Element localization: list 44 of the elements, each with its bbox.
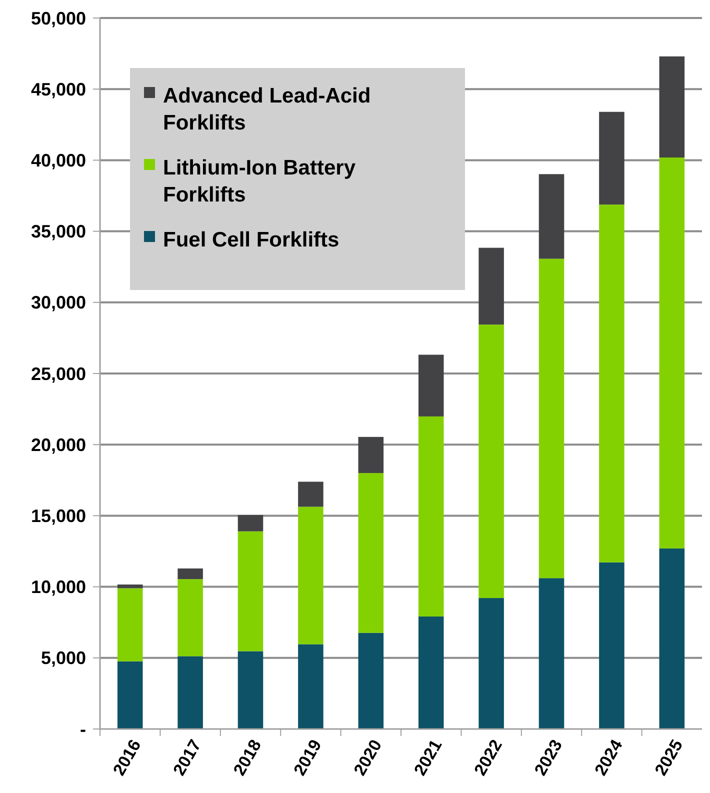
bar	[659, 548, 685, 729]
legend-label: Lithium-Ion Battery Forklifts	[163, 156, 356, 207]
y-tick-label: 25,000	[30, 364, 86, 384]
bar	[298, 644, 324, 729]
bar	[659, 158, 685, 548]
bar	[298, 482, 324, 507]
bar	[599, 112, 624, 205]
bar	[178, 656, 203, 729]
y-tick-label: 10,000	[30, 577, 86, 598]
bar	[418, 354, 444, 416]
bar	[478, 248, 504, 325]
bar	[538, 174, 564, 259]
bar	[358, 473, 384, 633]
bar	[418, 416, 444, 617]
bar	[538, 578, 564, 729]
bar	[238, 514, 264, 532]
bar	[478, 324, 504, 598]
y-tick-label: 40,000	[30, 150, 86, 170]
y-tick-label: 45,000	[30, 79, 86, 100]
bar	[478, 598, 504, 729]
bar	[358, 436, 384, 474]
y-tick-label: -	[80, 719, 86, 740]
bar	[599, 562, 624, 729]
y-tick-label: 15,000	[30, 506, 86, 526]
bar	[238, 651, 264, 729]
bar	[599, 204, 624, 562]
y-tick-label: 50,000	[30, 8, 86, 28]
bar	[659, 56, 685, 158]
bar	[298, 506, 324, 644]
y-tick-label: 30,000	[30, 292, 86, 313]
y-tick-label: 5,000	[40, 648, 86, 668]
bar	[418, 616, 444, 729]
bar	[117, 588, 143, 662]
bar	[117, 661, 143, 729]
bar	[238, 531, 264, 652]
bar	[358, 632, 384, 729]
legend-label: Fuel Cell Forklifts	[163, 228, 340, 252]
y-tick-label: 35,000	[30, 222, 86, 242]
bar	[117, 584, 143, 588]
legend-label: Advanced Lead-Acid Forklifts	[163, 84, 371, 135]
bar	[178, 579, 203, 656]
bar	[178, 568, 203, 580]
y-tick-label: 20,000	[30, 434, 86, 455]
bar	[538, 258, 564, 578]
